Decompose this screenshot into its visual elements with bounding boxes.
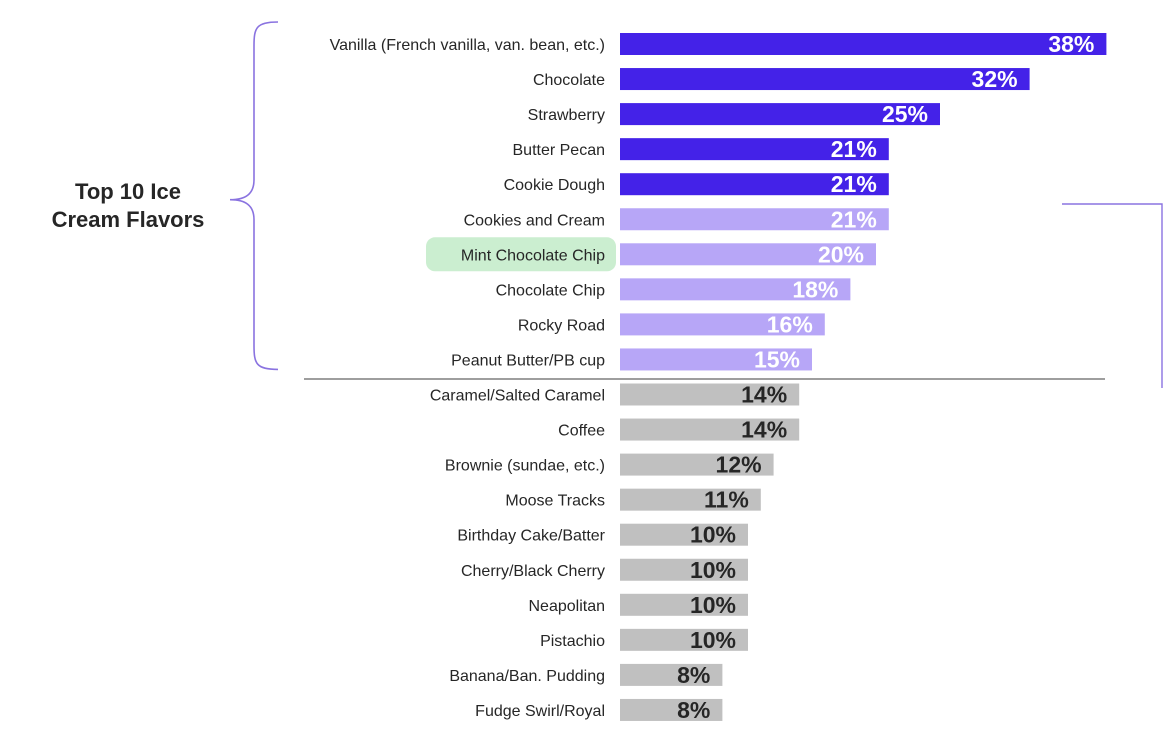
category-label-strawberry: Strawberry	[528, 107, 605, 124]
top10-bracket	[229, 21, 279, 371]
bar-brownie-sundae-etc	[620, 453, 774, 476]
value-label-butter-pecan: 21%	[831, 136, 877, 162]
group-label-line2: Cream Flavors	[52, 207, 205, 232]
bar-caramel-salted-caramel	[620, 383, 800, 406]
value-label-neapolitan: 10%	[690, 592, 736, 618]
value-label-fudge-swirl-royal: 8%	[677, 697, 710, 723]
value-label-birthday-cake-batter: 10%	[690, 522, 736, 548]
category-label-birthday-cake-batter: Birthday Cake/Batter	[457, 528, 605, 545]
bar-cookies-and-cream	[620, 208, 889, 231]
bar-moose-tracks	[620, 488, 761, 511]
bar-vanilla-french-vanilla-van-bean-etc	[620, 33, 1107, 55]
category-label-pistachio: Pistachio	[540, 633, 605, 650]
bar-banana-ban-pudding	[620, 663, 723, 686]
value-label-pistachio: 10%	[690, 627, 736, 653]
category-label-coffee: Coffee	[558, 423, 605, 440]
bar-neapolitan	[620, 593, 748, 616]
category-label-caramel-salted-caramel: Caramel/Salted Caramel	[430, 388, 605, 405]
category-label-cookies-and-cream: Cookies and Cream	[464, 212, 605, 229]
value-label-cookies-and-cream: 21%	[831, 206, 877, 232]
category-label-banana-ban-pudding: Banana/Ban. Pudding	[449, 668, 605, 685]
category-label-mint-chocolate-chip: Mint Chocolate Chip	[461, 247, 605, 264]
bar-coffee	[620, 418, 800, 441]
value-label-cherry-black-cherry: 10%	[690, 557, 736, 583]
category-label-moose-tracks: Moose Tracks	[505, 493, 605, 510]
value-label-cookie-dough: 21%	[831, 171, 877, 197]
category-label-chocolate: Chocolate	[533, 72, 605, 89]
bar-pistachio	[620, 628, 748, 651]
value-label-coffee: 14%	[741, 417, 787, 443]
value-label-caramel-salted-caramel: 14%	[741, 382, 787, 408]
value-label-chocolate: 32%	[972, 66, 1018, 92]
value-label-chocolate-chip: 18%	[792, 276, 838, 302]
group-label-line1: Top 10 Ice	[75, 179, 181, 204]
bar-fudge-swirl-royal	[620, 698, 723, 721]
bar-chocolate-chip	[620, 278, 851, 301]
bar-rocky-road	[620, 313, 825, 336]
category-label-butter-pecan: Butter Pecan	[513, 142, 606, 159]
value-label-banana-ban-pudding: 8%	[677, 662, 710, 688]
value-label-moose-tracks: 11%	[704, 487, 749, 513]
value-label-strawberry: 25%	[882, 101, 928, 127]
value-label-brownie-sundae-etc: 12%	[716, 452, 762, 478]
value-label-rocky-road: 16%	[767, 311, 813, 337]
bar-butter-pecan	[620, 138, 889, 161]
value-label-mint-chocolate-chip: 20%	[818, 241, 864, 267]
bar-strawberry	[620, 103, 940, 126]
category-label-chocolate-chip: Chocolate Chip	[496, 282, 606, 299]
value-label-vanilla-french-vanilla-van-bean-etc: 38%	[1048, 31, 1094, 57]
bar-mint-chocolate-chip	[620, 243, 876, 266]
category-label-peanut-butter-pb-cup: Peanut Butter/PB cup	[451, 352, 605, 369]
category-label-neapolitan: Neapolitan	[529, 598, 606, 615]
bar-cookie-dough	[620, 173, 889, 196]
category-label-vanilla-french-vanilla-van-bean-etc: Vanilla (French vanilla, van. bean, etc.…	[330, 37, 605, 54]
category-label-cookie-dough: Cookie Dough	[504, 177, 605, 194]
category-label-brownie-sundae-etc: Brownie (sundae, etc.)	[445, 458, 605, 475]
bar-peanut-butter-pb-cup	[620, 348, 812, 371]
value-label-peanut-butter-pb-cup: 15%	[754, 346, 800, 372]
category-label-cherry-black-cherry: Cherry/Black Cherry	[461, 563, 605, 580]
side-connector	[1062, 203, 1163, 388]
bar-birthday-cake-batter	[620, 523, 748, 546]
category-label-rocky-road: Rocky Road	[518, 317, 605, 334]
bar-cherry-black-cherry	[620, 558, 748, 581]
category-label-fudge-swirl-royal: Fudge Swirl/Royal	[475, 703, 605, 720]
bar-chocolate	[620, 68, 1030, 91]
highlight-mark	[426, 237, 616, 272]
